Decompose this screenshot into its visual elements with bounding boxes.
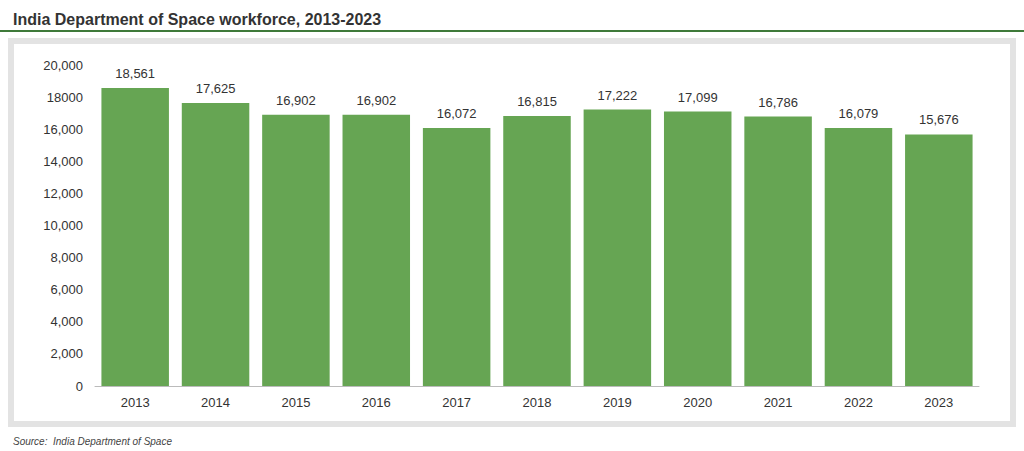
svg-text:India Department of Space work: India Department of Space workforce, 201… [13, 11, 381, 28]
svg-text:17,099: 17,099 [678, 90, 718, 105]
svg-text:2015: 2015 [281, 395, 310, 410]
svg-text:2019: 2019 [603, 395, 632, 410]
svg-text:17,222: 17,222 [597, 88, 637, 103]
svg-text:15,676: 15,676 [919, 112, 959, 127]
svg-text:20,000: 20,000 [43, 58, 83, 73]
svg-text:2018: 2018 [523, 395, 552, 410]
svg-text:12,000: 12,000 [43, 186, 83, 201]
svg-text:16,815: 16,815 [517, 94, 557, 109]
svg-text:2020: 2020 [683, 395, 712, 410]
svg-text:8,000: 8,000 [50, 250, 83, 265]
svg-text:2022: 2022 [844, 395, 873, 410]
svg-text:2016: 2016 [362, 395, 391, 410]
svg-text:16,902: 16,902 [276, 93, 316, 108]
svg-text:0: 0 [76, 379, 83, 394]
svg-text:10,000: 10,000 [43, 218, 83, 233]
svg-text:2,000: 2,000 [50, 346, 83, 361]
svg-text:16,902: 16,902 [356, 93, 396, 108]
svg-text:2014: 2014 [201, 395, 230, 410]
svg-text:2013: 2013 [121, 395, 150, 410]
svg-text:18000: 18000 [47, 90, 83, 105]
svg-text:16,072: 16,072 [437, 106, 477, 121]
svg-text:2017: 2017 [442, 395, 471, 410]
svg-text:Source: India Department of S: Source: India Department of Space [13, 436, 172, 447]
svg-text:6,000: 6,000 [50, 282, 83, 297]
svg-text:2021: 2021 [764, 395, 793, 410]
svg-text:14,000: 14,000 [43, 154, 83, 169]
svg-text:16,786: 16,786 [758, 95, 798, 110]
svg-text:16,079: 16,079 [839, 106, 879, 121]
svg-text:2023: 2023 [924, 395, 953, 410]
svg-text:18,561: 18,561 [115, 66, 155, 81]
svg-text:16,000: 16,000 [43, 122, 83, 137]
svg-text:4,000: 4,000 [50, 314, 83, 329]
svg-text:17,625: 17,625 [196, 81, 236, 96]
